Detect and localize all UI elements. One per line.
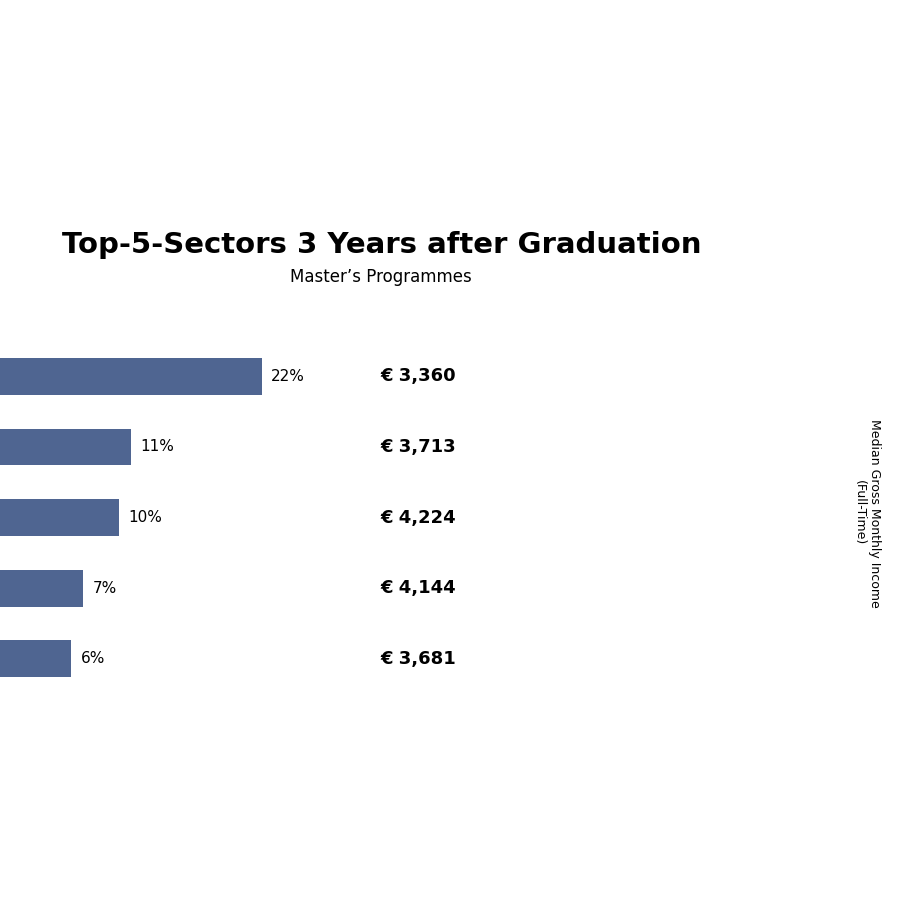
Bar — [0, 640, 72, 677]
Bar — [0, 358, 262, 395]
Text: Master’s Programmes: Master’s Programmes — [291, 268, 472, 286]
Text: € 3,360: € 3,360 — [380, 368, 456, 385]
Bar — [0, 429, 131, 465]
Text: € 3,681: € 3,681 — [380, 650, 456, 667]
Text: 11%: 11% — [140, 439, 174, 454]
Text: Top-5-Sectors 3 Years after Graduation: Top-5-Sectors 3 Years after Graduation — [62, 232, 701, 259]
Text: € 4,224: € 4,224 — [380, 508, 456, 527]
Text: 6%: 6% — [81, 651, 105, 666]
Bar — [0, 499, 119, 536]
Bar — [0, 570, 84, 607]
Text: 22%: 22% — [271, 369, 305, 384]
Text: € 4,144: € 4,144 — [380, 579, 456, 597]
Text: 10%: 10% — [128, 510, 163, 525]
Text: 7%: 7% — [93, 581, 117, 596]
Text: € 3,713: € 3,713 — [380, 438, 456, 456]
Text: Median Gross Monthly Income
(Full-Time): Median Gross Monthly Income (Full-Time) — [854, 419, 881, 607]
